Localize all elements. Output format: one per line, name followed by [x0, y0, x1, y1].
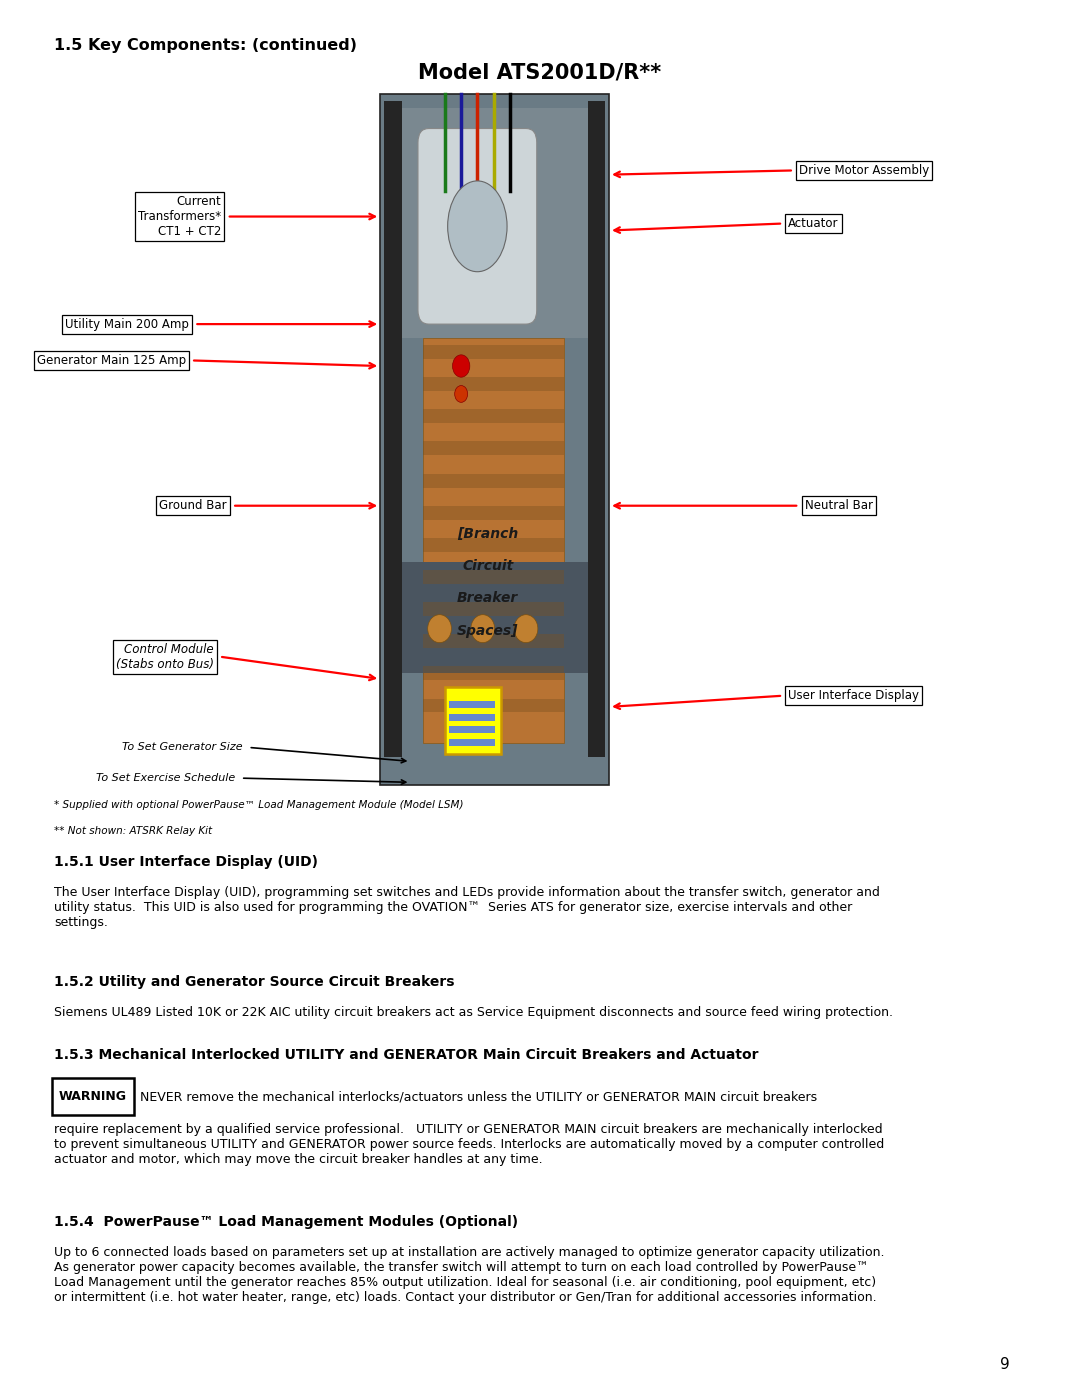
Bar: [423, 698, 564, 712]
Text: To Set Exercise Schedule: To Set Exercise Schedule: [96, 773, 235, 784]
Text: Neutral Bar: Neutral Bar: [805, 499, 873, 513]
Text: Generator Main 125 Amp: Generator Main 125 Amp: [37, 353, 186, 367]
Text: 9: 9: [999, 1356, 1010, 1372]
Text: 1.5 Key Components: (continued): 1.5 Key Components: (continued): [54, 38, 357, 53]
Text: Up to 6 connected loads based on parameters set up at installation are actively : Up to 6 connected loads based on paramet…: [54, 1246, 885, 1305]
Circle shape: [455, 386, 468, 402]
Text: [Branch

Circuit

Breaker

Spaces]: [Branch Circuit Breaker Spaces]: [457, 527, 518, 638]
Bar: [423, 634, 564, 648]
Text: require replacement by a qualified service professional.   UTILITY or GENERATOR : require replacement by a qualified servi…: [54, 1123, 885, 1166]
Bar: [384, 101, 402, 757]
Text: ** Not shown: ATSRK Relay Kit: ** Not shown: ATSRK Relay Kit: [54, 826, 212, 835]
Bar: [423, 377, 564, 391]
Text: WARNING: WARNING: [59, 1090, 126, 1104]
Bar: [449, 726, 495, 733]
Text: Utility Main 200 Amp: Utility Main 200 Amp: [65, 317, 189, 331]
Bar: [423, 666, 564, 680]
Bar: [423, 570, 564, 584]
Bar: [423, 441, 564, 455]
Ellipse shape: [471, 615, 495, 643]
Text: Control Module
(Stabs onto Bus): Control Module (Stabs onto Bus): [116, 643, 214, 671]
Text: To Set Generator Size: To Set Generator Size: [122, 742, 243, 753]
Text: User Interface Display: User Interface Display: [788, 689, 919, 703]
Bar: [423, 602, 564, 616]
Ellipse shape: [428, 615, 451, 643]
Bar: [423, 409, 564, 423]
Bar: [402, 108, 588, 338]
Bar: [423, 338, 564, 743]
Text: Current
Transformers*
CT1 + CT2: Current Transformers* CT1 + CT2: [138, 196, 221, 237]
Bar: [423, 506, 564, 520]
Bar: [449, 714, 495, 721]
Text: Drive Motor Assembly: Drive Motor Assembly: [799, 163, 930, 177]
Ellipse shape: [514, 615, 538, 643]
FancyBboxPatch shape: [418, 129, 537, 324]
Text: NEVER remove the mechanical interlocks/actuators unless the UTILITY or GENERATOR: NEVER remove the mechanical interlocks/a…: [140, 1090, 818, 1104]
Bar: [449, 701, 495, 708]
Text: Siemens UL489 Listed 10K or 22K AIC utility circuit breakers act as Service Equi: Siemens UL489 Listed 10K or 22K AIC util…: [54, 1006, 893, 1018]
Bar: [380, 94, 609, 785]
Text: Ground Bar: Ground Bar: [159, 499, 227, 513]
Circle shape: [453, 355, 470, 377]
Text: 1.5.2 Utility and Generator Source Circuit Breakers: 1.5.2 Utility and Generator Source Circu…: [54, 975, 455, 989]
Text: 1.5.4  PowerPause™ Load Management Modules (Optional): 1.5.4 PowerPause™ Load Management Module…: [54, 1215, 518, 1229]
Text: The User Interface Display (UID), programming set switches and LEDs provide info: The User Interface Display (UID), progra…: [54, 886, 880, 929]
Ellipse shape: [447, 180, 508, 271]
FancyBboxPatch shape: [52, 1078, 134, 1115]
Bar: [402, 562, 588, 673]
Text: Model ATS2001D/R**: Model ATS2001D/R**: [418, 63, 662, 82]
Bar: [449, 739, 495, 746]
Text: Actuator: Actuator: [788, 217, 839, 231]
Bar: [423, 538, 564, 552]
Text: 1.5.1 User Interface Display (UID): 1.5.1 User Interface Display (UID): [54, 855, 318, 869]
Text: 1.5.3 Mechanical Interlocked UTILITY and GENERATOR Main Circuit Breakers and Act: 1.5.3 Mechanical Interlocked UTILITY and…: [54, 1048, 758, 1062]
Text: * Supplied with optional PowerPause™ Load Management Module (Model LSM): * Supplied with optional PowerPause™ Loa…: [54, 800, 463, 810]
Bar: [423, 345, 564, 359]
Bar: [423, 474, 564, 488]
Bar: [445, 687, 501, 754]
Bar: [588, 101, 605, 757]
